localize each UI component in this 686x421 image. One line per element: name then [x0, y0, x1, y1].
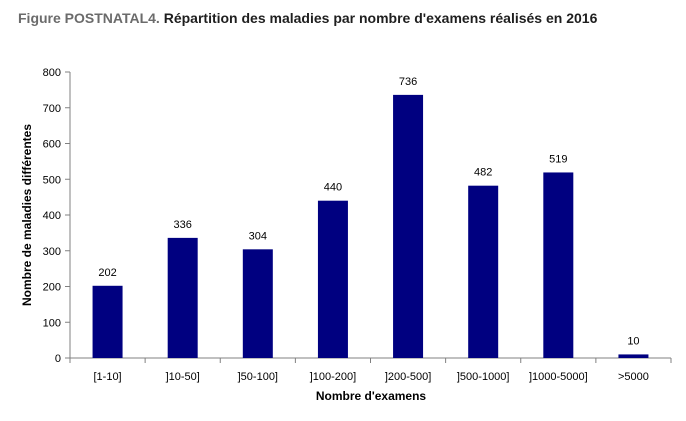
y-tick-label: 0 [55, 353, 61, 365]
bar [543, 172, 574, 358]
data-label: 440 [324, 182, 342, 194]
x-tick-label: ]200-500] [385, 371, 431, 383]
x-axis: [1-10] ]10-50] ]50-100] ]100-200] ]200-500]]… [69, 357, 672, 383]
data-label: 336 [174, 219, 192, 231]
y-axis-title: Nombre de maladies différentes [20, 124, 34, 306]
data-label: 519 [549, 153, 567, 165]
chart-title: Figure POSTNATAL4. Répartition des malad… [18, 10, 597, 26]
y-tick-label: 500 [43, 174, 61, 186]
x-tick-label: ]1000-5000] [529, 371, 588, 383]
bar [167, 237, 198, 358]
bar [317, 200, 348, 358]
x-tick-label: ]10-50] [166, 371, 200, 383]
data-label: 304 [249, 230, 267, 242]
x-axis-title: Nombre d'examens [316, 389, 427, 403]
x-tick-label: ]50-100] [238, 371, 278, 383]
data-label: 736 [399, 76, 417, 88]
bar [468, 185, 499, 358]
bar [393, 94, 424, 358]
bar [618, 354, 649, 358]
y-tick-label: 600 [43, 139, 61, 151]
chart-title-text: Répartition des maladies par nombre d'ex… [163, 10, 598, 26]
y-tick-label: 800 [43, 67, 61, 79]
bar [242, 249, 273, 358]
data-labels: 202 336 304 440 736 482 519 10 [98, 76, 639, 348]
data-label: 482 [474, 167, 492, 179]
y-tick-label: 300 [43, 246, 61, 258]
chart-title-prefix: Figure POSTNATAL4. [18, 10, 160, 26]
x-tick-label: [1-10] [93, 371, 121, 383]
y-tick-label: 700 [43, 103, 61, 115]
y-tick-label: 100 [43, 317, 61, 329]
y-axis: 0 100 200 300 400 500 600 700 800 [43, 67, 71, 365]
data-label: 202 [98, 267, 116, 279]
bars [92, 94, 649, 358]
y-tick-label: 400 [43, 210, 61, 222]
x-tick-label: ]100-200] [310, 371, 356, 383]
x-tick-label: >5000 [618, 371, 649, 383]
y-tick-label: 200 [43, 282, 61, 294]
x-tick-label: ]500-1000] [457, 371, 510, 383]
bar [92, 285, 123, 358]
data-label: 10 [627, 335, 639, 347]
